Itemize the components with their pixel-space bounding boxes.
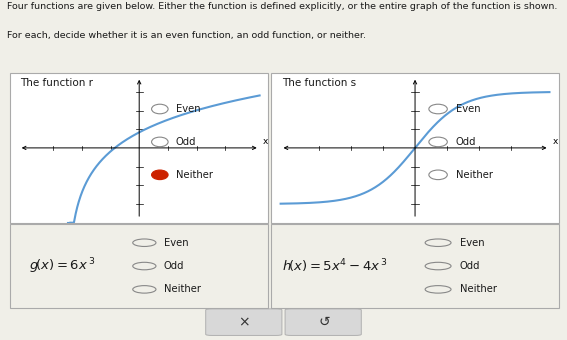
FancyBboxPatch shape	[285, 309, 361, 336]
FancyBboxPatch shape	[206, 309, 282, 336]
Text: $\times$: $\times$	[238, 315, 249, 329]
Text: Even: Even	[164, 238, 188, 248]
Text: x: x	[263, 137, 268, 146]
Text: $g\!\left(x\right)=6x^{\,3}$: $g\!\left(x\right)=6x^{\,3}$	[29, 256, 95, 276]
Text: For each, decide whether it is an even function, an odd function, or neither.: For each, decide whether it is an even f…	[7, 31, 366, 39]
Text: Odd: Odd	[176, 137, 196, 147]
Text: Neither: Neither	[460, 284, 497, 294]
Text: Odd: Odd	[164, 261, 184, 271]
Text: Even: Even	[460, 238, 484, 248]
Text: Neither: Neither	[176, 170, 213, 180]
Text: Neither: Neither	[164, 284, 201, 294]
Text: The function r: The function r	[20, 78, 94, 88]
Text: $h\!\left(x\right)=5x^4-4x^{\,3}$: $h\!\left(x\right)=5x^4-4x^{\,3}$	[282, 257, 387, 275]
Text: Even: Even	[456, 104, 481, 114]
Text: Odd: Odd	[460, 261, 480, 271]
Text: x: x	[553, 137, 558, 146]
Text: Even: Even	[176, 104, 201, 114]
Text: Odd: Odd	[456, 137, 476, 147]
Text: Neither: Neither	[456, 170, 493, 180]
Text: Four functions are given below. Either the function is defined explicitly, or th: Four functions are given below. Either t…	[7, 2, 557, 11]
Circle shape	[151, 170, 168, 180]
Text: The function s: The function s	[282, 78, 357, 88]
Text: $\circlearrowleft$: $\circlearrowleft$	[316, 315, 331, 329]
